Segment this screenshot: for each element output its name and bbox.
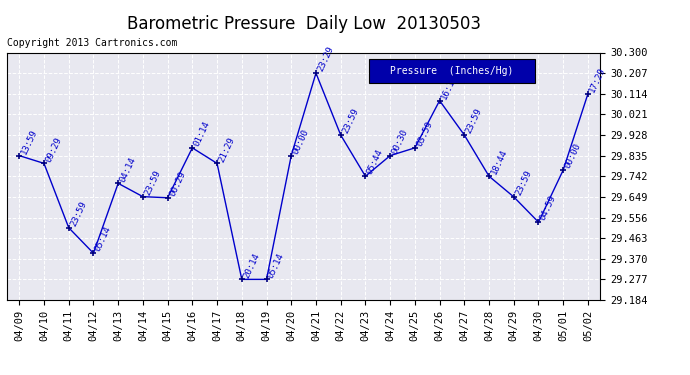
Text: 05:14: 05:14	[93, 225, 113, 253]
Text: 23:59: 23:59	[464, 107, 484, 135]
Text: 23:59: 23:59	[69, 200, 88, 228]
Text: 04:59: 04:59	[538, 194, 558, 222]
Text: 16:14: 16:14	[440, 72, 459, 100]
Text: 09:29: 09:29	[44, 135, 63, 164]
Text: 23:59: 23:59	[143, 168, 162, 196]
Text: 18:44: 18:44	[489, 148, 509, 176]
Text: 00:29: 00:29	[168, 170, 187, 198]
Text: 00:30: 00:30	[390, 128, 410, 156]
Text: 23:59: 23:59	[341, 107, 360, 135]
Text: Barometric Pressure  Daily Low  20130503: Barometric Pressure Daily Low 20130503	[126, 15, 481, 33]
Text: 21:29: 21:29	[217, 135, 237, 164]
Text: 04:14: 04:14	[118, 155, 138, 183]
Text: 23:59: 23:59	[514, 169, 533, 197]
Text: 17:29: 17:29	[588, 66, 607, 94]
Text: 03:59: 03:59	[415, 120, 435, 148]
Text: 20:14: 20:14	[241, 251, 262, 279]
Text: 00:00: 00:00	[563, 142, 583, 170]
Text: Copyright 2013 Cartronics.com: Copyright 2013 Cartronics.com	[7, 38, 177, 48]
FancyBboxPatch shape	[369, 59, 535, 84]
Text: 05:14: 05:14	[266, 251, 286, 279]
Text: 05:44: 05:44	[366, 148, 385, 176]
Text: 01:14: 01:14	[193, 120, 212, 148]
Text: 23:29: 23:29	[316, 45, 335, 73]
Text: 13:59: 13:59	[19, 128, 39, 156]
Text: Pressure  (Inches/Hg): Pressure (Inches/Hg)	[391, 66, 513, 76]
Text: 00:00: 00:00	[291, 128, 310, 156]
